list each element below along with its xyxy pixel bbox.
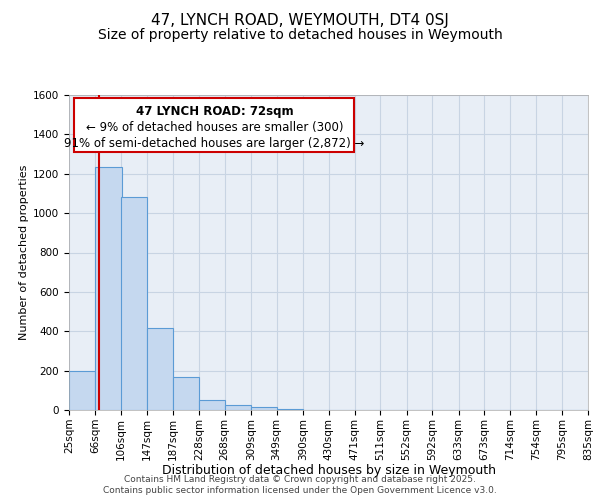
Bar xyxy=(224,405,251,410)
Text: 47 LYNCH ROAD: 72sqm: 47 LYNCH ROAD: 72sqm xyxy=(136,105,293,118)
Y-axis label: Number of detached properties: Number of detached properties xyxy=(19,165,29,340)
Text: Size of property relative to detached houses in Weymouth: Size of property relative to detached ho… xyxy=(98,28,502,42)
Bar xyxy=(199,400,226,410)
FancyBboxPatch shape xyxy=(74,98,355,152)
Bar xyxy=(277,409,303,410)
Text: 91% of semi-detached houses are larger (2,872) →: 91% of semi-detached houses are larger (… xyxy=(64,137,365,150)
Text: Contains public sector information licensed under the Open Government Licence v3: Contains public sector information licen… xyxy=(103,486,497,495)
Bar xyxy=(95,167,122,410)
Bar xyxy=(147,328,173,410)
Bar xyxy=(251,407,277,410)
Text: ← 9% of detached houses are smaller (300): ← 9% of detached houses are smaller (300… xyxy=(86,121,343,134)
Text: Contains HM Land Registry data © Crown copyright and database right 2025.: Contains HM Land Registry data © Crown c… xyxy=(124,475,476,484)
Bar xyxy=(69,370,95,410)
Bar xyxy=(121,198,147,410)
Bar xyxy=(173,376,199,410)
X-axis label: Distribution of detached houses by size in Weymouth: Distribution of detached houses by size … xyxy=(161,464,496,477)
Text: 47, LYNCH ROAD, WEYMOUTH, DT4 0SJ: 47, LYNCH ROAD, WEYMOUTH, DT4 0SJ xyxy=(151,12,449,28)
